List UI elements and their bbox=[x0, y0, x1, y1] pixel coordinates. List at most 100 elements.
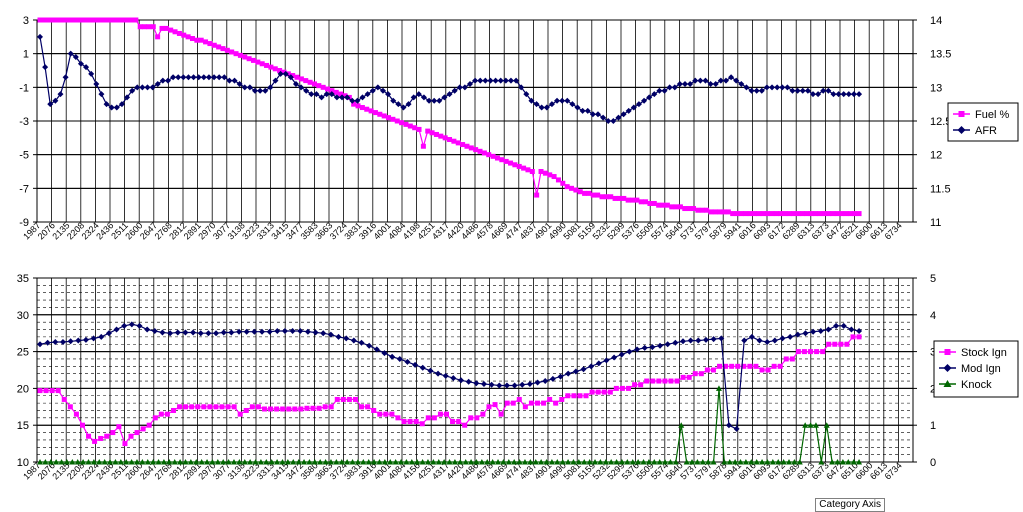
data-point bbox=[786, 211, 792, 217]
data-point bbox=[589, 111, 596, 118]
data-point bbox=[372, 110, 378, 116]
data-point bbox=[194, 37, 200, 43]
data-point bbox=[98, 435, 104, 441]
series-afr bbox=[37, 33, 863, 124]
data-point bbox=[730, 211, 736, 217]
data-point bbox=[492, 402, 498, 408]
data-point bbox=[692, 77, 699, 84]
data-point bbox=[292, 406, 298, 412]
data-point bbox=[407, 123, 413, 129]
data-point bbox=[718, 335, 725, 342]
data-point bbox=[412, 361, 419, 368]
data-point bbox=[717, 77, 724, 84]
data-point bbox=[456, 419, 462, 425]
data-point bbox=[595, 389, 601, 395]
data-point bbox=[221, 74, 228, 81]
data-point bbox=[574, 104, 581, 111]
data-point bbox=[272, 77, 279, 84]
data-point bbox=[263, 459, 270, 465]
data-point bbox=[553, 400, 559, 406]
data-point bbox=[799, 87, 806, 94]
data-point bbox=[139, 84, 146, 91]
data-point bbox=[615, 114, 622, 121]
data-point bbox=[796, 459, 803, 465]
data-point bbox=[512, 162, 518, 168]
data-point bbox=[37, 341, 43, 348]
data-point bbox=[280, 406, 286, 412]
data-point bbox=[216, 74, 223, 81]
data-point bbox=[641, 344, 648, 351]
data-point bbox=[826, 341, 832, 347]
data-point bbox=[743, 84, 750, 91]
x-tick-label: 6734 bbox=[883, 220, 904, 241]
data-point bbox=[516, 163, 522, 169]
data-point bbox=[292, 80, 299, 87]
data-point bbox=[589, 389, 595, 395]
data-point bbox=[673, 204, 679, 210]
data-point bbox=[547, 396, 553, 402]
data-point bbox=[310, 405, 316, 411]
data-point bbox=[41, 17, 47, 23]
data-point bbox=[502, 77, 509, 84]
data-point bbox=[583, 393, 589, 399]
data-point bbox=[211, 74, 218, 81]
data-point bbox=[61, 396, 67, 402]
data-point bbox=[55, 388, 61, 394]
data-point bbox=[124, 17, 130, 23]
data-point bbox=[510, 400, 516, 406]
data-point bbox=[112, 459, 119, 465]
data-point bbox=[494, 155, 500, 161]
data-point bbox=[543, 104, 550, 111]
data-point bbox=[845, 91, 852, 98]
data-point bbox=[297, 327, 304, 334]
data-point bbox=[54, 17, 60, 23]
data-point bbox=[236, 80, 243, 87]
data-point bbox=[124, 94, 131, 101]
data-point bbox=[534, 379, 541, 386]
data-point bbox=[159, 329, 166, 336]
data-point bbox=[564, 97, 571, 104]
y-left-tick-label: 3 bbox=[23, 15, 29, 27]
data-point bbox=[151, 327, 158, 334]
data-point bbox=[592, 459, 599, 465]
data-point bbox=[464, 143, 470, 149]
data-point bbox=[565, 459, 572, 465]
data-point bbox=[110, 430, 116, 436]
data-point bbox=[715, 385, 722, 391]
data-point bbox=[689, 459, 696, 465]
data-point bbox=[850, 459, 857, 465]
data-point bbox=[77, 60, 84, 67]
data-point bbox=[369, 87, 376, 94]
data-point bbox=[638, 199, 644, 205]
data-point bbox=[257, 87, 264, 94]
series-stock-ign bbox=[37, 334, 862, 447]
legend-label: Knock bbox=[961, 379, 992, 391]
data-point bbox=[398, 459, 405, 465]
data-point bbox=[769, 211, 775, 217]
data-point bbox=[419, 459, 426, 465]
data-point bbox=[158, 411, 164, 417]
data-point bbox=[729, 363, 735, 369]
data-point bbox=[513, 77, 520, 84]
data-point bbox=[414, 459, 421, 465]
data-point bbox=[264, 62, 270, 68]
data-point bbox=[487, 77, 494, 84]
data-point bbox=[646, 94, 653, 101]
data-point bbox=[657, 342, 664, 349]
data-point bbox=[551, 174, 557, 180]
data-point bbox=[118, 101, 125, 108]
data-point bbox=[695, 207, 701, 213]
data-point bbox=[294, 74, 300, 80]
data-point bbox=[717, 209, 723, 215]
data-point bbox=[769, 84, 776, 91]
data-point bbox=[435, 370, 442, 377]
data-point bbox=[554, 97, 561, 104]
data-point bbox=[674, 378, 680, 384]
data-point bbox=[643, 199, 649, 205]
legend-marker bbox=[957, 126, 966, 134]
data-point bbox=[529, 169, 535, 174]
data-point bbox=[656, 459, 663, 465]
data-point bbox=[644, 378, 650, 384]
legend-label: AFR bbox=[975, 125, 997, 137]
data-point bbox=[355, 103, 361, 109]
